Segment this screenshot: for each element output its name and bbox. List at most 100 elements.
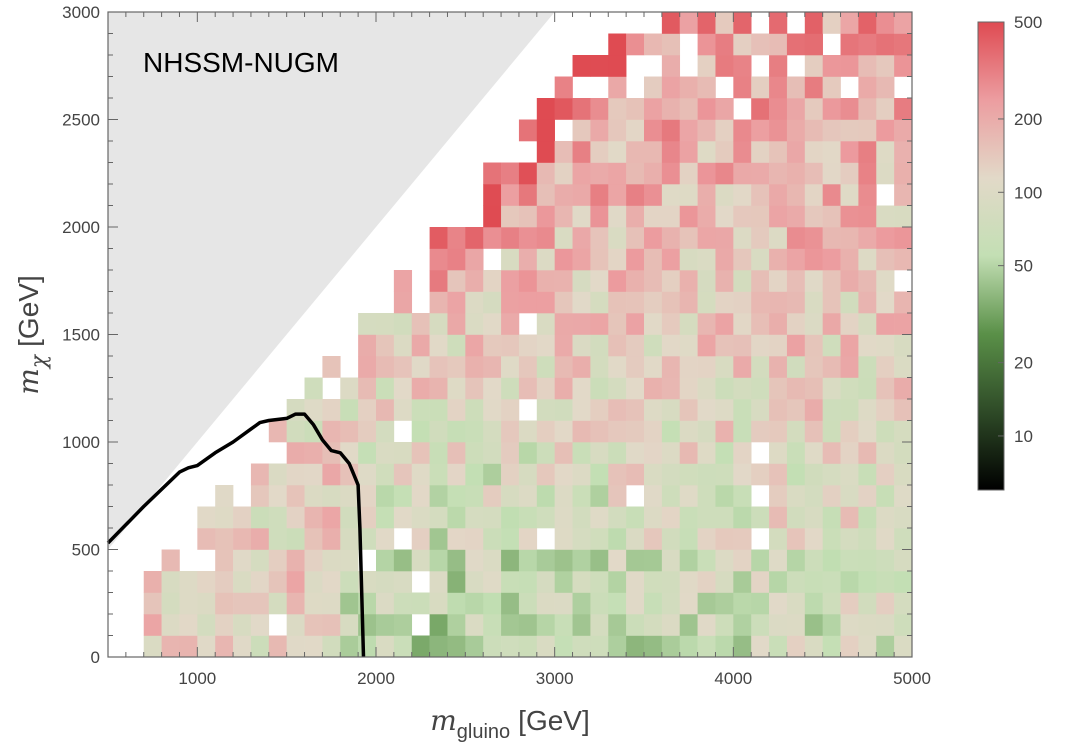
heatmap-cell: [536, 549, 555, 572]
heatmap-cell: [751, 141, 770, 163]
heatmap-cell: [608, 592, 627, 615]
heatmap-cell: [447, 485, 466, 507]
heatmap-cell: [572, 184, 591, 206]
heatmap-cell: [661, 377, 681, 400]
heatmap-cell: [894, 571, 913, 593]
heatmap-cell: [804, 119, 823, 142]
heatmap-cell: [501, 592, 520, 615]
heatmap-cell: [536, 399, 555, 421]
heatmap-cell: [626, 313, 645, 335]
heatmap-cell: [822, 55, 841, 77]
heatmap-cell: [501, 227, 520, 249]
heatmap-cell: [858, 356, 877, 378]
heatmap-cell: [894, 635, 913, 658]
y-axis-symbol: m: [12, 368, 45, 395]
heatmap-cell: [751, 571, 770, 593]
heatmap-cell: [679, 420, 698, 443]
heatmap-cell: [769, 205, 788, 228]
heatmap-cell: [554, 571, 573, 593]
heatmap-cell: [804, 291, 823, 314]
exclusion-contour-line: [106, 412, 366, 658]
heatmap-cell: [644, 463, 663, 486]
heatmap-cell: [769, 420, 788, 443]
heatmap-cell: [733, 528, 752, 550]
heatmap-cell: [661, 485, 681, 507]
heatmap-cell: [411, 506, 430, 529]
heatmap-cell: [590, 442, 609, 464]
heatmap-cell: [608, 313, 627, 335]
heatmap-cell: [715, 442, 734, 464]
heatmap-cell: [250, 635, 270, 658]
heatmap-cell: [840, 55, 859, 77]
heatmap-cell: [822, 614, 841, 636]
heatmap-cell: [697, 334, 716, 357]
heatmap-cell: [769, 506, 788, 529]
colorbar-tick-label: 10: [1014, 427, 1033, 446]
heatmap-cell: [590, 205, 609, 228]
heatmap-cell: [715, 485, 734, 507]
heatmap-cell: [876, 549, 895, 572]
y-tick-label: 500: [72, 541, 100, 560]
heatmap-cell: [268, 549, 287, 572]
heatmap-cell: [161, 635, 180, 658]
heatmap-cell: [715, 528, 734, 550]
heatmap-cell: [751, 334, 770, 357]
heatmap-cell: [876, 227, 895, 249]
heatmap-cell: [822, 442, 841, 464]
heatmap-cell: [786, 76, 806, 99]
heatmap-cell: [608, 506, 627, 529]
heatmap-cell: [429, 356, 448, 378]
heatmap-cell: [644, 98, 663, 120]
heatmap-cell: [590, 635, 609, 658]
heatmap-cell: [358, 334, 377, 357]
heatmap-cell: [590, 119, 609, 142]
heatmap-cell: [715, 12, 734, 34]
heatmap-cell: [233, 592, 252, 615]
heatmap-cell: [411, 334, 430, 357]
heatmap-cell: [751, 270, 770, 292]
x-tick-label: 1000: [178, 669, 216, 688]
heatmap-cell: [590, 485, 609, 507]
heatmap-cell: [822, 377, 841, 400]
heatmap-cell: [876, 76, 895, 99]
heatmap-cell: [626, 528, 645, 550]
y-tick-label: 1500: [62, 326, 100, 345]
heatmap-cell: [626, 162, 645, 185]
heatmap-cell: [751, 420, 770, 443]
heatmap-cell: [733, 76, 752, 99]
heatmap-cell: [679, 76, 698, 99]
y-tick-label: 0: [91, 648, 100, 667]
heatmap-cell: [608, 33, 627, 56]
heatmap-cell: [715, 184, 734, 206]
heatmap-cell: [626, 463, 645, 486]
heatmap-cell: [322, 506, 341, 529]
heatmap-cell: [733, 356, 752, 378]
heatmap-cell: [536, 356, 555, 378]
heatmap-cell: [822, 334, 841, 357]
heatmap-cell: [822, 313, 841, 335]
heatmap-cell: [858, 463, 877, 486]
heatmap-cell: [411, 528, 430, 550]
heatmap-cell: [197, 614, 216, 636]
heatmap-cell: [590, 614, 609, 636]
heatmap-cell: [483, 399, 502, 421]
heatmap-cell: [822, 205, 841, 228]
heatmap-cell: [769, 614, 788, 636]
heatmap-cell: [858, 205, 877, 228]
heatmap-cell: [626, 420, 645, 443]
heatmap-cell: [822, 592, 841, 615]
heatmap-cell: [447, 635, 466, 658]
heatmap-cell: [465, 248, 484, 271]
heatmap-cell: [340, 506, 359, 529]
heatmap-cell: [679, 119, 698, 142]
heatmap-cell: [697, 119, 716, 142]
heatmap-cell: [572, 98, 591, 120]
heatmap-cell: [644, 420, 663, 443]
heatmap-cell: [626, 270, 645, 292]
heatmap-cell: [554, 377, 573, 400]
heatmap-cell: [501, 614, 520, 636]
heatmap-cell: [447, 420, 466, 443]
heatmap-cell: [840, 592, 859, 615]
heatmap-cell: [590, 98, 609, 120]
heatmap-cell: [697, 528, 716, 550]
